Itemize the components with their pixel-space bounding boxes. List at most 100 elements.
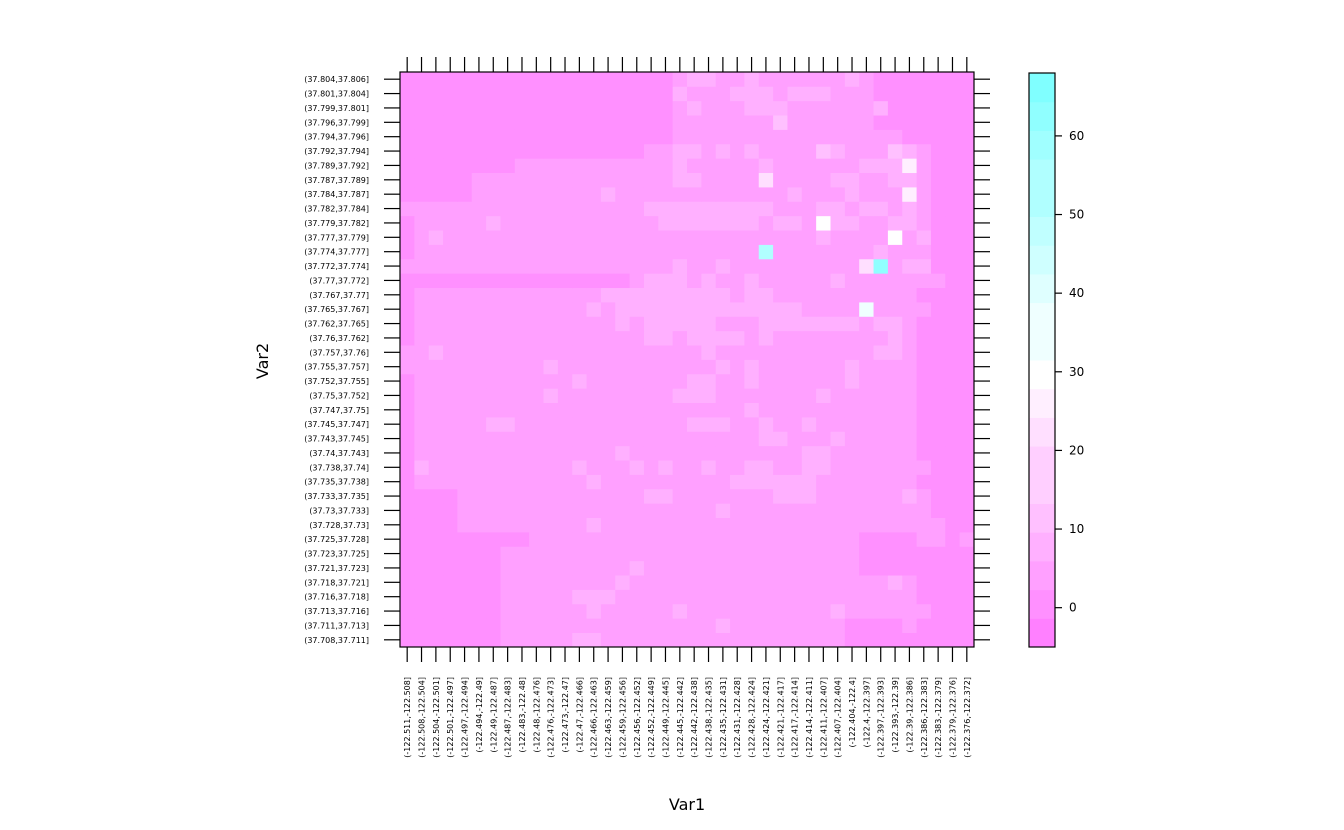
heatmap-cell [543,575,559,590]
heatmap-cell [457,302,473,317]
heatmap-cell [572,143,587,159]
heatmap-cell [643,115,659,130]
heatmap-cell [715,445,731,461]
heatmap-cell [730,503,745,519]
heatmap-cell [672,215,688,231]
heatmap-cell [859,560,874,576]
heatmap-cell [486,488,501,504]
heatmap-cell [859,129,874,145]
heatmap-cell [428,143,444,159]
heatmap-cell [557,258,573,274]
heatmap-cell [514,100,530,116]
heatmap-cell [572,201,587,217]
heatmap-cell [859,273,874,289]
heatmap-cell [486,258,501,274]
heatmap-cell [859,532,874,547]
heatmap-cell [701,402,717,418]
heatmap-cell [414,445,430,461]
heatmap-cell [916,445,932,461]
heatmap-cell [715,359,731,375]
y-tick-label: (37.804,37.806] [304,75,369,84]
heatmap-cell [400,244,415,260]
heatmap-cell [443,215,458,231]
colorbar-swatch [1029,101,1055,131]
heatmap-cell [457,474,473,490]
x-tick-label: (-122.393,-122.39] [891,677,900,753]
heatmap-cell [658,445,674,461]
heatmap-cell [715,532,731,547]
heatmap-cell [629,172,645,188]
heatmap-cell [715,72,731,87]
heatmap-cell [959,215,975,231]
heatmap-cell [715,417,731,432]
heatmap-cell [500,388,516,404]
x-tick-label: (-122.48,-122.476] [532,677,541,753]
colorbar-tick-label: 50 [1069,208,1084,222]
heatmap-cell [428,316,444,332]
heatmap-cell [816,388,831,404]
heatmap-cell [816,373,831,389]
x-tick-label: (-122.466,-122.463] [590,677,599,758]
heatmap-cell [744,373,760,389]
heatmap-cell [930,359,946,375]
heatmap-cell [859,388,874,404]
heatmap-cell [830,445,846,461]
heatmap-cell [959,115,975,130]
heatmap-cell [514,460,530,475]
heatmap-cell [443,402,458,418]
y-tick-label: (37.728,37.73] [309,521,369,530]
heatmap-cell [428,158,444,174]
heatmap-cell [902,488,917,504]
heatmap-cell [773,402,788,418]
heatmap-cell [744,589,760,605]
heatmap-cell [414,172,430,188]
heatmap-cell [930,172,946,188]
heatmap-cell [557,215,573,231]
heatmap-cell [773,417,788,432]
heatmap-cell [629,345,645,360]
heatmap-cell [873,575,889,590]
x-tick-label: (-122.508,-122.504] [418,677,427,758]
heatmap-cell [787,158,803,174]
colorbar-tick-label: 0 [1069,601,1077,615]
heatmap-cell [758,388,774,404]
heatmap-cell [887,287,903,303]
heatmap-cell [672,316,688,332]
heatmap-cell [801,373,817,389]
heatmap-cell [486,402,501,418]
heatmap-cell [787,388,803,404]
heatmap-cell [658,632,674,648]
heatmap-cell [787,417,803,432]
x-tick-label: (-122.414,-122.411] [805,677,814,758]
heatmap-cell [586,503,602,519]
heatmap-cell [428,72,444,87]
x-tick-label: (-122.442,-122.438] [690,677,699,758]
heatmap-cell [672,560,688,576]
heatmap-cell [400,589,415,605]
heatmap-cell [414,402,430,418]
heatmap-cell [959,488,975,504]
heatmap-cell [830,503,846,519]
heatmap-cell [529,532,544,547]
heatmap-cell [543,115,559,130]
heatmap-cell [801,215,817,231]
heatmap-cell [500,330,516,346]
heatmap-cell [457,575,473,590]
heatmap-cell [500,373,516,389]
y-tick-label: (37.787,37.789] [304,176,369,185]
heatmap-cell [687,330,702,346]
heatmap-cell [615,273,630,289]
heatmap-cell [600,287,616,303]
heatmap-cell [572,503,587,519]
heatmap-cell [959,72,975,87]
heatmap-cell [586,201,602,217]
colorbar-swatch [1029,532,1055,562]
x-tick-label: (-122.407,-122.404] [834,677,843,758]
heatmap-cell [945,129,961,145]
heatmap-cell [787,460,803,475]
heatmap-cell [586,460,602,475]
heatmap-cell [428,115,444,130]
heatmap-cell [557,388,573,404]
heatmap-cell [529,632,544,648]
heatmap-cell [643,445,659,461]
